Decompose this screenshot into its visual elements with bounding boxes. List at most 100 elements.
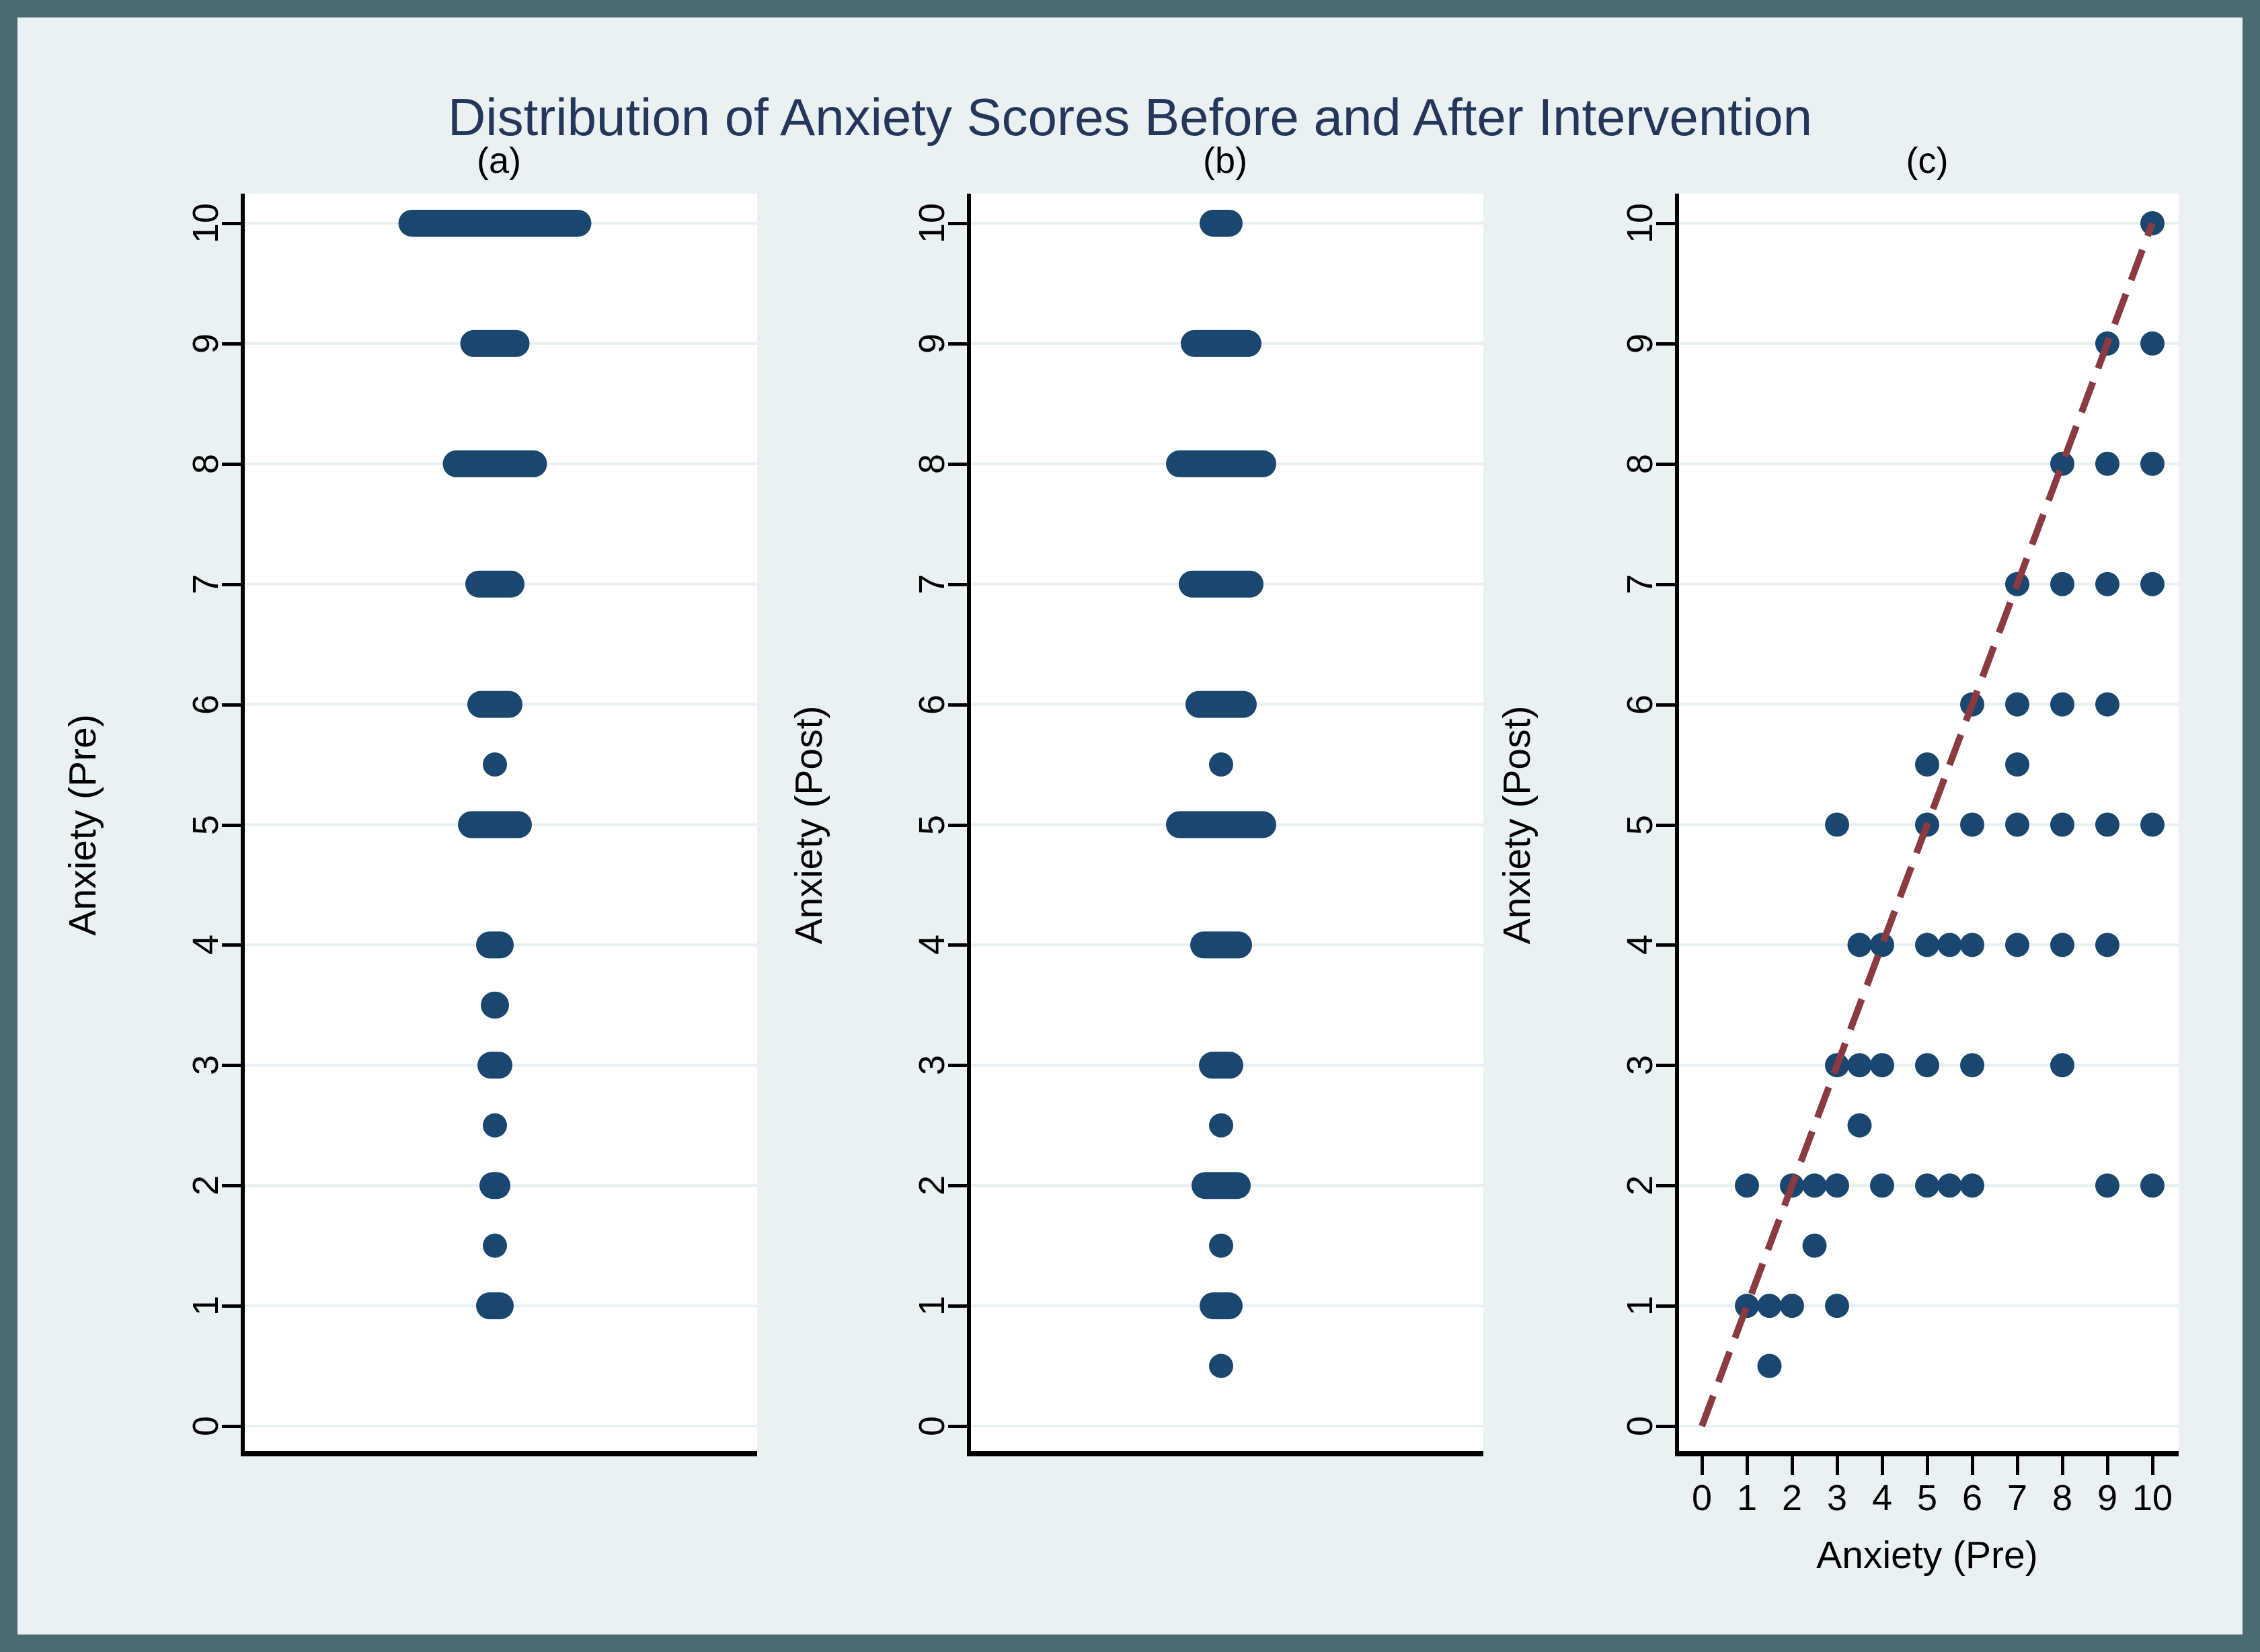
panel-c-x-tick-2: [1791, 1456, 1794, 1475]
panel-b-y-tick-3: [948, 1064, 967, 1068]
panel-b-y-tick-8: [948, 462, 967, 466]
strip-pill-5: [458, 811, 532, 838]
panel-c-x-tick-label-9: 9: [2097, 1478, 2118, 1518]
panel-c-y-tick-label-0: 0: [1620, 1415, 1660, 1437]
scatter-point-7-6: [2005, 692, 2029, 717]
panel-b-y-tick-2: [948, 1184, 967, 1188]
panel-c-x-tick-label-7: 7: [2006, 1478, 2028, 1518]
panel-b-y-tick-label-7: 7: [912, 574, 952, 594]
scatter-point-2.5-1.5: [1802, 1233, 1827, 1258]
scatter-point-7-5: [2005, 812, 2029, 837]
panel-a-y-tick-label-10: 10: [186, 202, 226, 244]
panel-c-x-tick-label-10: 10: [2132, 1478, 2173, 1518]
figure-title: Distribution of Anxiety Scores Before an…: [447, 87, 1813, 147]
panel-c-x-tick-3: [1836, 1456, 1839, 1475]
scatter-point-5-5.5: [1915, 752, 1939, 777]
panel-c-y-tick-1: [1656, 1304, 1675, 1308]
scatter-point-2.5-2: [1802, 1173, 1827, 1198]
panel-a-y-tick-label-1: 1: [186, 1296, 226, 1316]
panel-a-plot-area: [241, 194, 757, 1456]
scatter-point-9-8: [2095, 451, 2119, 476]
panel-a-y-tick-3: [222, 1064, 241, 1068]
panel-a-label: (a): [477, 141, 521, 181]
scatter-point-9-5: [2095, 812, 2119, 837]
panel-b-y-tick-label-10: 10: [912, 202, 952, 244]
panel-c-y-tick-9: [1656, 342, 1675, 346]
strip-pill-9: [460, 329, 530, 357]
panel-c-x-tick-5: [1926, 1456, 1929, 1475]
strip-dot-5.5: [1209, 752, 1233, 777]
panel-c-y-tick-label-10: 10: [1620, 202, 1660, 244]
strip-dot-2.5: [483, 1113, 507, 1138]
panel-c-x-tick-6: [1971, 1456, 1974, 1475]
panel-c-x-tick-9: [2106, 1456, 2109, 1475]
strip-pill-1: [476, 1292, 514, 1320]
panel-c-y-tick-label-1: 1: [1620, 1296, 1660, 1316]
scatter-point-3-5: [1825, 812, 1849, 837]
scatter-point-1.5-0.5: [1757, 1353, 1782, 1378]
strip-pill-9: [1181, 329, 1261, 357]
panel-a-y-tick-label-6: 6: [186, 694, 226, 715]
scatter-point-10-5: [2140, 812, 2165, 837]
panel-c-x-tick-label-5: 5: [1916, 1478, 1938, 1518]
strip-pill-4: [1190, 931, 1252, 959]
panel-c-x-tick-label-2: 2: [1781, 1478, 1803, 1518]
panel-a-y-axis-title: Anxiety (Pre): [61, 714, 104, 936]
panel-a-y-tick-label-7: 7: [186, 574, 226, 594]
scatter-point-8-6: [2050, 692, 2074, 717]
scatter-point-5-4: [1915, 933, 1939, 957]
strip-dot-5.5: [483, 752, 507, 777]
panel-b-label: (b): [1203, 141, 1247, 181]
strip-dot-2.5: [1209, 1113, 1233, 1138]
strip-pill-2: [479, 1172, 510, 1199]
scatter-point-8-5: [2050, 812, 2074, 837]
panel-a-y-tick-5: [222, 823, 241, 827]
scatter-point-10-8: [2140, 451, 2165, 476]
scatter-point-8-4: [2050, 933, 2074, 957]
panel-b-plot-area: [967, 194, 1483, 1456]
strip-pill-3.5: [481, 991, 509, 1019]
panel-b-y-tick-label-9: 9: [912, 333, 952, 354]
scatter-point-9-7: [2095, 572, 2119, 596]
panel-a-y-tick-0: [222, 1425, 241, 1428]
panel-c-label: (c): [1906, 141, 1949, 181]
scatter-point-5-2: [1915, 1173, 1939, 1198]
panel-a-y-tick-label-0: 0: [186, 1415, 226, 1437]
panel-a-y-tick-4: [222, 943, 241, 947]
identity-refline: [1699, 222, 2156, 1427]
strip-pill-5: [1166, 811, 1276, 838]
scatter-point-4-4: [1870, 933, 1894, 957]
panel-b-y-axis-title: Anxiety (Post): [787, 705, 830, 945]
scatter-point-3.5-4: [1847, 933, 1872, 957]
strip-pill-10: [1200, 210, 1243, 237]
scatter-point-3-1: [1825, 1294, 1849, 1319]
panel-b-y-tick-label-1: 1: [912, 1296, 952, 1316]
panel-a-y-tick-label-9: 9: [186, 333, 226, 354]
strip-dot-0.5: [1209, 1353, 1233, 1378]
strip-pill-10: [398, 210, 592, 237]
panel-a-y-tick-9: [222, 342, 241, 346]
panel-c-y-tick-label-8: 8: [1620, 453, 1660, 474]
panel-c-y-tick-4: [1656, 943, 1675, 947]
scatter-point-6-2: [1960, 1173, 1984, 1198]
scatter-point-5.5-4: [1937, 933, 1962, 957]
strip-dot-1.5: [483, 1233, 507, 1258]
panel-b-y-tick-5: [948, 823, 967, 827]
scatter-point-8-8: [2050, 451, 2074, 476]
scatter-point-3.5-3: [1847, 1053, 1872, 1078]
panel-a-y-tick-1: [222, 1304, 241, 1308]
panel-b-y-tick-label-3: 3: [912, 1055, 952, 1076]
strip-pill-7: [1179, 570, 1263, 598]
panel-a-y-tick-7: [222, 582, 241, 586]
panel-c-y-tick-7: [1656, 582, 1675, 586]
scatter-point-9-4: [2095, 933, 2119, 957]
panel-b-y-tick-7: [948, 582, 967, 586]
strip-pill-4: [476, 931, 514, 959]
scatter-point-10-2: [2140, 1173, 2165, 1198]
panel-c-x-tick-0: [1701, 1456, 1704, 1475]
strip-pill-3: [1199, 1052, 1243, 1079]
panel-c-x-tick-label-0: 0: [1691, 1478, 1713, 1518]
panel-a-y-tick-2: [222, 1184, 241, 1188]
panel-c-y-axis-title: Anxiety (Post): [1495, 705, 1538, 945]
